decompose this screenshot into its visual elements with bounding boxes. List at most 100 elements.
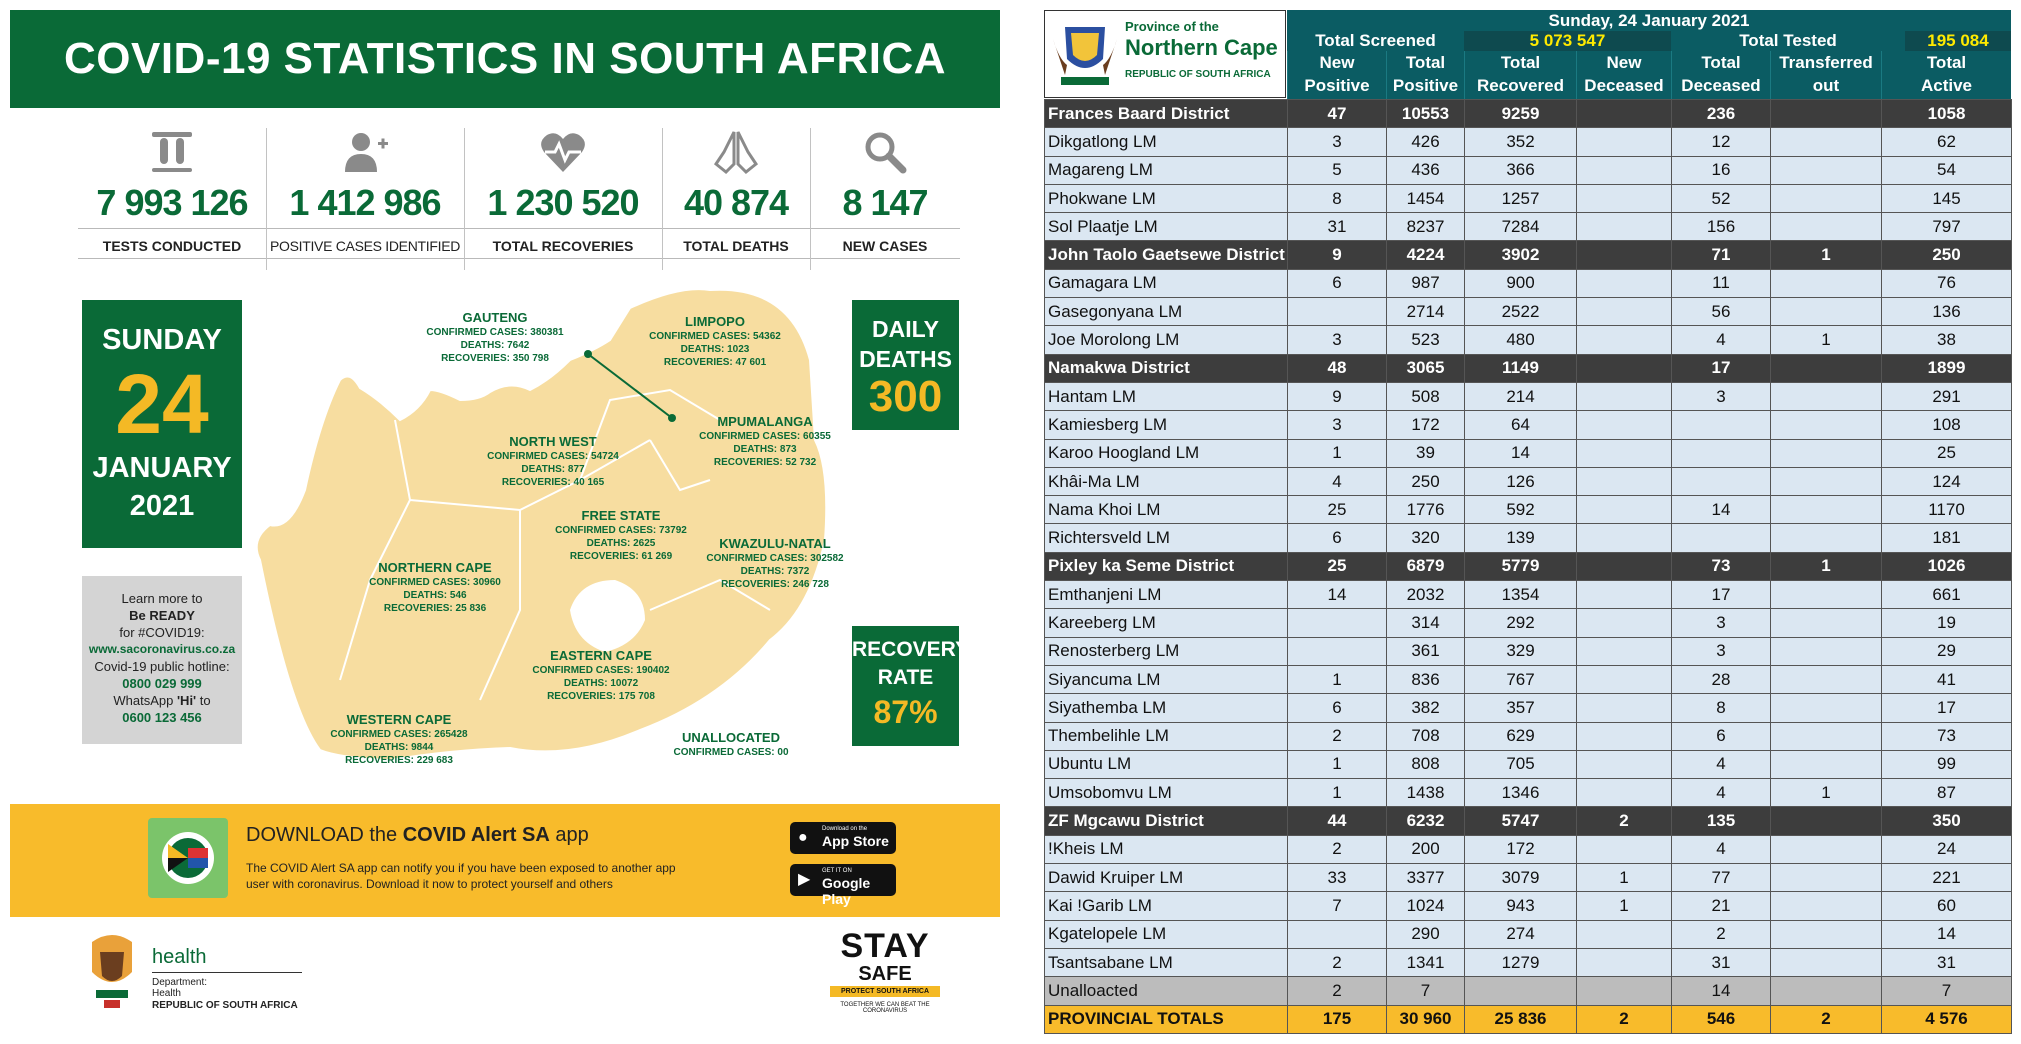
table-cell: 5747 [1464,806,1577,836]
row-name-cell: Renosterberg LM [1044,636,1288,666]
table-cell [1770,381,1882,412]
column-header-line: New [1319,53,1355,72]
heartbeat-icon [541,133,585,172]
row-name-cell: Thembelihle LM [1044,721,1288,751]
stay-safe-subtagline: TOGETHER WE CAN BEAT THE CORONAVIRUS [840,1002,930,1014]
table-cell: 352 [1464,127,1577,157]
table-cell: 200 [1386,834,1465,865]
app-store-button[interactable]: ● Download on the App Store [790,822,896,854]
table-cell: 350 [1881,806,2012,836]
table-cell [1770,353,1882,383]
table-cell: 64 [1464,410,1577,440]
stat-value: 8 147 [842,182,928,223]
table-cell [1770,806,1882,836]
table-cell: 33 [1287,863,1387,893]
table-cell: 382 [1386,693,1465,723]
recovery-rate-label: RATE [877,666,934,689]
learn-text: 'Hi' [176,693,197,708]
stay-safe-word: STAY [840,927,930,965]
table-cell [1576,919,1672,949]
province-deaths: DEATHS: 9844 [364,742,434,753]
row-name-cell: Gasegonyana LM [1044,297,1288,327]
province-name: MPUMALANGA [717,414,813,429]
table-cell: 708 [1386,721,1465,751]
table-cell [1576,608,1672,638]
column-header-line: New [1606,53,1642,72]
search-icon [865,132,907,174]
table-cell [1576,495,1672,525]
stat-separator [464,128,465,270]
table-cell: 108 [1881,410,2012,440]
table-cell: 14 [1464,438,1577,468]
table-cell: 7 [1386,976,1465,1006]
table-cell [1576,212,1672,242]
province-limpopo: LIMPOPO CONFIRMED CASES: 54362 DEATHS: 1… [640,314,790,369]
municipality-row: Richtersveld LM 6 320 139 181 [1044,523,2012,553]
row-name-cell: Namakwa District [1044,353,1288,383]
total-tested-value: 195 084 [1905,31,2011,51]
table-cell: 797 [1881,212,2012,242]
table-cell [1576,834,1672,865]
district-row: Pixley ka Seme District 25 6879 5779 73 1 1026 [1044,551,2012,582]
province-deaths: DEATHS: 877 [521,464,585,475]
stat-value: 40 874 [683,182,789,223]
row-name-cell: Sol Plaatje LM [1044,212,1288,242]
table-cell: 54 [1881,155,2012,185]
province-name: UNALLOCATED [682,730,780,745]
whatsapp-number: 0600 123 456 [122,710,202,725]
table-cell: 3 [1671,381,1771,412]
table-cell [1770,834,1882,865]
table-cell: 987 [1386,268,1465,299]
total-screened-value: 5 073 547 [1464,31,1671,51]
table-cell [1576,268,1672,299]
province-deaths: DEATHS: 10072 [563,678,639,689]
province-recoveries: RECOVERIES: 52 732 [713,457,817,468]
table-cell: 274 [1464,919,1577,949]
province-recoveries: RECOVERIES: 40 165 [501,477,605,488]
table-cell: 5 [1287,155,1387,185]
website-link[interactable]: www.sacoronavirus.co.za [88,642,236,656]
table-cell: 767 [1464,664,1577,695]
municipality-row: Thembelihle LM 2 708 629 6 73 [1044,721,2012,751]
table-cell [1576,523,1672,553]
table-cell: 1 [1770,325,1882,355]
table-cell: 250 [1386,466,1465,497]
province-name: WESTERN CAPE [346,712,452,727]
table-cell: 175 [1287,1004,1387,1034]
table-cell: 25 [1287,495,1387,525]
row-name-cell: Siyathemba LM [1044,693,1288,723]
province-western-cape: WESTERN CAPE CONFIRMED CASES: 265428 DEA… [324,712,474,767]
table-cell: 181 [1881,523,2012,553]
table-cell: 2 [1287,976,1387,1006]
google-play-button[interactable]: ▶ GET IT ON Google Play [790,864,896,907]
table-cell: 6 [1287,268,1387,299]
table-cell: 661 [1881,580,2012,610]
table-cell: 250 [1881,240,2012,270]
date-weekday: SUNDAY [102,324,222,356]
stay-safe-logo: STAY SAFE PROTECT SOUTH AFRICA TOGETHER … [820,928,950,1018]
infographic-panel: COVID-19 STATISTICS IN SOUTH AFRICA 7 99… [0,0,1010,1044]
row-name-cell: Kamiesberg LM [1044,410,1288,440]
test-tubes-icon [152,132,192,172]
table-cell: 9259 [1464,98,1577,129]
table-cell: 1346 [1464,778,1577,808]
table-cell [1287,919,1387,949]
app-store-label: App Store [822,833,889,849]
stat-value: 1 230 520 [487,182,639,223]
municipality-row: Nama Khoi LM 25 1776 592 14 1170 [1044,495,2012,525]
stat-label: TESTS CONDUCTED [102,238,242,254]
table-cell: 156 [1671,212,1771,242]
table-cell: 808 [1386,749,1465,780]
table-cell: 1058 [1881,98,2012,129]
download-title: DOWNLOAD the COVID Alert SA app [246,824,589,847]
learn-text: Learn more to [121,591,203,606]
table-cell: 5779 [1464,551,1577,582]
column-header-line: out [1812,76,1840,95]
province-kwazulu-natal: KWAZULU-NATAL CONFIRMED CASES: 302582 DE… [700,536,850,591]
province-name: EASTERN CAPE [550,648,652,663]
table-cell: 1279 [1464,947,1577,978]
row-name-cell: John Taolo Gaetsewe District [1044,240,1288,270]
download-banner: DOWNLOAD the COVID Alert SA app The COVI… [10,804,1000,917]
download-title-text: COVID Alert SA [402,824,550,846]
table-cell [1576,353,1672,383]
